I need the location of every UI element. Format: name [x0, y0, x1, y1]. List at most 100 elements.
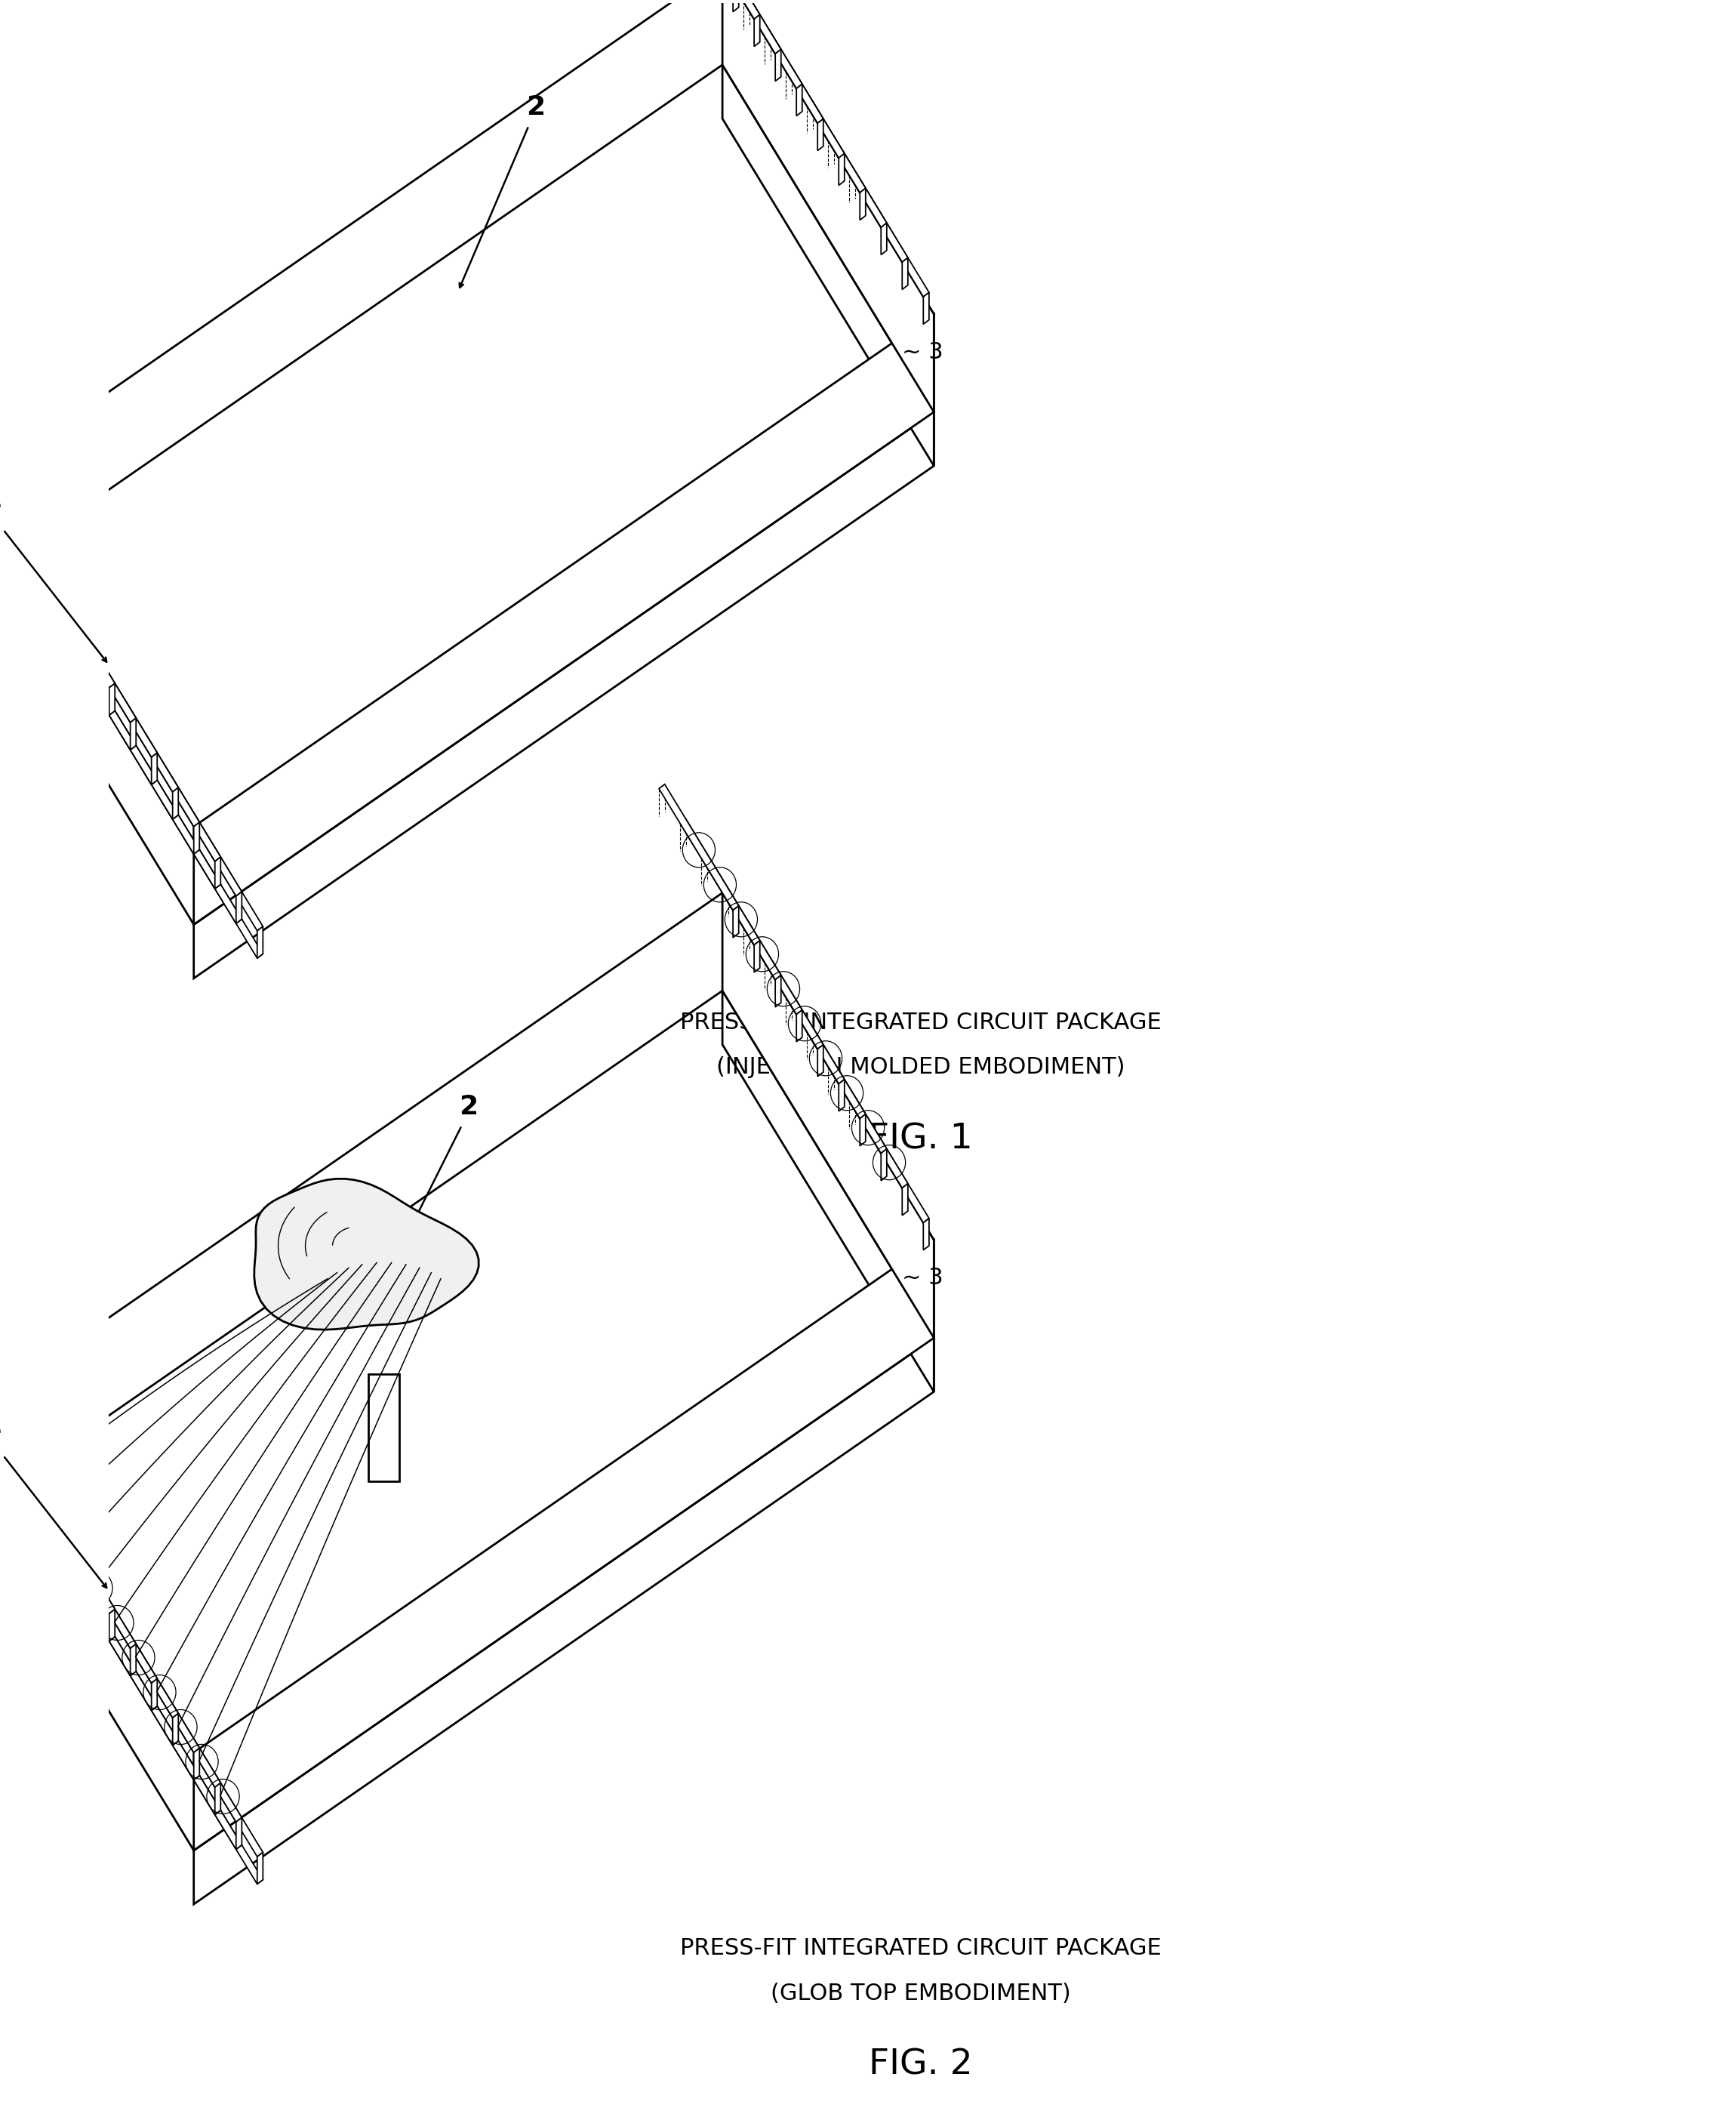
- Polygon shape: [236, 1819, 241, 1850]
- Polygon shape: [172, 1713, 179, 1744]
- Polygon shape: [257, 1852, 262, 1884]
- Polygon shape: [130, 1645, 135, 1677]
- Polygon shape: [849, 1097, 929, 1224]
- Text: 1: 1: [0, 487, 2, 512]
- Polygon shape: [903, 1183, 908, 1215]
- Polygon shape: [903, 258, 908, 290]
- Polygon shape: [882, 222, 887, 254]
- Polygon shape: [120, 1653, 200, 1780]
- Polygon shape: [14, 1480, 94, 1607]
- Text: 1: 1: [0, 1412, 2, 1437]
- Polygon shape: [722, 889, 802, 1014]
- Polygon shape: [130, 718, 135, 749]
- Polygon shape: [797, 85, 802, 116]
- Polygon shape: [722, 991, 934, 1391]
- Polygon shape: [68, 614, 73, 646]
- Text: 2: 2: [526, 93, 545, 121]
- Polygon shape: [99, 694, 179, 819]
- Polygon shape: [733, 0, 740, 13]
- Polygon shape: [828, 1063, 908, 1188]
- Polygon shape: [797, 1010, 802, 1042]
- Polygon shape: [89, 648, 94, 680]
- Polygon shape: [194, 1338, 934, 1903]
- Polygon shape: [56, 625, 135, 749]
- Polygon shape: [56, 1522, 135, 1649]
- Text: PRESS-FIT INTEGRATED CIRCUIT PACKAGE: PRESS-FIT INTEGRATED CIRCUIT PACKAGE: [681, 1012, 1161, 1033]
- Text: 2: 2: [460, 1094, 479, 1120]
- Polygon shape: [0, 1418, 73, 1543]
- Polygon shape: [786, 68, 866, 193]
- Text: (GLOB TOP EMBODIMENT): (GLOB TOP EMBODIMENT): [771, 1982, 1071, 2005]
- Polygon shape: [184, 1759, 262, 1884]
- Polygon shape: [776, 976, 781, 1008]
- Polygon shape: [701, 0, 781, 53]
- Polygon shape: [194, 1749, 200, 1780]
- Polygon shape: [161, 1696, 241, 1823]
- Polygon shape: [99, 1620, 179, 1744]
- Polygon shape: [882, 1150, 887, 1181]
- Polygon shape: [14, 555, 94, 680]
- Polygon shape: [722, 0, 934, 413]
- Polygon shape: [151, 1679, 158, 1711]
- Polygon shape: [109, 684, 115, 716]
- Polygon shape: [99, 667, 179, 792]
- Polygon shape: [924, 1217, 929, 1251]
- Text: FIG. 2: FIG. 2: [870, 2047, 972, 2081]
- Polygon shape: [753, 15, 760, 47]
- Polygon shape: [14, 1452, 94, 1579]
- Polygon shape: [786, 993, 866, 1118]
- Polygon shape: [194, 413, 934, 978]
- Polygon shape: [0, 493, 73, 618]
- Polygon shape: [78, 631, 158, 758]
- Polygon shape: [99, 1592, 179, 1717]
- Polygon shape: [807, 1027, 887, 1154]
- Text: (INJECTION MOLDED EMBODIMENT): (INJECTION MOLDED EMBODIMENT): [717, 1056, 1125, 1078]
- Polygon shape: [776, 49, 781, 80]
- Polygon shape: [120, 1626, 200, 1753]
- Polygon shape: [257, 927, 262, 959]
- Polygon shape: [838, 155, 844, 186]
- Polygon shape: [78, 1558, 158, 1683]
- Polygon shape: [253, 1179, 479, 1329]
- Polygon shape: [194, 1241, 934, 1850]
- Polygon shape: [753, 940, 760, 972]
- Text: ~ 3: ~ 3: [903, 341, 944, 362]
- Polygon shape: [161, 771, 241, 895]
- Polygon shape: [151, 754, 158, 785]
- Polygon shape: [681, 819, 760, 944]
- Polygon shape: [78, 1584, 158, 1711]
- Polygon shape: [828, 135, 908, 263]
- Polygon shape: [764, 957, 844, 1084]
- Polygon shape: [733, 906, 740, 938]
- Polygon shape: [0, 893, 934, 1753]
- Polygon shape: [849, 171, 929, 296]
- Polygon shape: [141, 762, 220, 889]
- Polygon shape: [0, 66, 934, 925]
- Polygon shape: [722, 893, 934, 1338]
- Polygon shape: [35, 589, 115, 716]
- Polygon shape: [215, 1783, 220, 1814]
- Polygon shape: [660, 783, 740, 910]
- Polygon shape: [743, 923, 823, 1050]
- Polygon shape: [368, 1374, 399, 1482]
- Polygon shape: [172, 788, 179, 819]
- Polygon shape: [722, 0, 802, 89]
- Polygon shape: [56, 597, 135, 722]
- Polygon shape: [807, 102, 887, 227]
- Polygon shape: [764, 32, 844, 159]
- Polygon shape: [14, 527, 94, 652]
- Polygon shape: [184, 832, 262, 959]
- Polygon shape: [35, 1516, 115, 1641]
- Polygon shape: [0, 521, 73, 646]
- Polygon shape: [722, 66, 934, 466]
- Text: PRESS-FIT INTEGRATED CIRCUIT PACKAGE: PRESS-FIT INTEGRATED CIRCUIT PACKAGE: [681, 1937, 1161, 1958]
- Polygon shape: [215, 857, 220, 889]
- Polygon shape: [859, 188, 866, 220]
- Polygon shape: [701, 853, 781, 980]
- Polygon shape: [120, 701, 200, 826]
- Polygon shape: [194, 313, 934, 925]
- Polygon shape: [184, 1732, 262, 1857]
- Polygon shape: [35, 1488, 115, 1613]
- Polygon shape: [78, 658, 158, 785]
- Polygon shape: [141, 1689, 220, 1814]
